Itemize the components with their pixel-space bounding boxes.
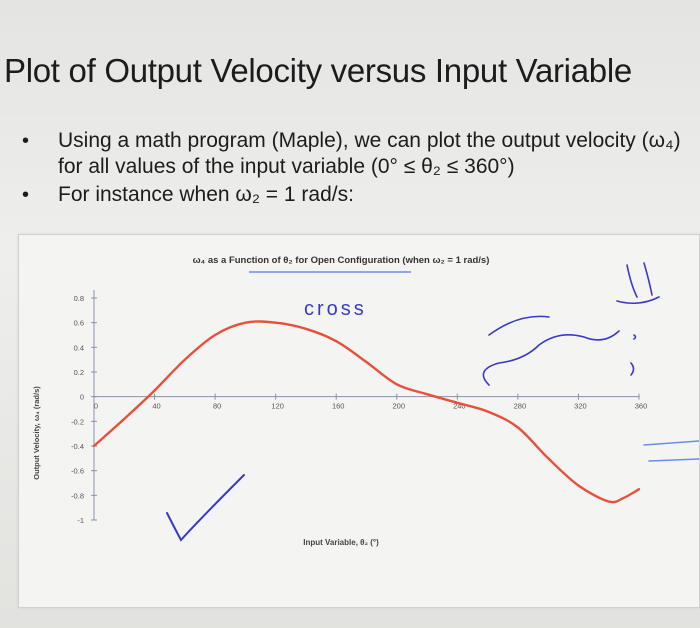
y-tick-label: -0.2 <box>71 417 84 426</box>
x-tick-label: 0 <box>94 402 98 411</box>
y-tick-label: 0 <box>80 393 84 402</box>
bullet-text: Using a math program (Maple), we can plo… <box>58 129 681 178</box>
slide-title: Plot of Output Velocity versus Input Var… <box>4 52 632 89</box>
y-axis-label: Output Velocity, ω₄ (rad/s) <box>32 386 41 480</box>
series-layer <box>92 320 641 504</box>
y-tick-label: 0.4 <box>74 343 84 352</box>
chart-panel: ω₄ as a Function of θ₂ for Open Configur… <box>18 234 700 608</box>
chart-title: ω₄ as a Function of θ₂ for Open Configur… <box>193 255 490 266</box>
bullet-item: • Using a math program (Maple), we can p… <box>22 128 692 180</box>
x-axis-label: Input Variable, θ₂ (°) <box>303 538 379 547</box>
y-tick-label: -0.8 <box>71 491 84 500</box>
x-tick-label: 360 <box>635 402 648 411</box>
x-tick-label: 200 <box>393 402 406 411</box>
chart-svg: ω₄ as a Function of θ₂ for Open Configur… <box>32 255 699 547</box>
handwritten-lines <box>643 440 699 462</box>
y-tick-label: 0.6 <box>74 319 84 328</box>
x-tick-label: 240 <box>453 402 466 411</box>
x-tick-label: 280 <box>514 402 527 411</box>
bullet-text: For instance when ω₂ = 1 rad/s: <box>58 183 354 206</box>
handwritten-checkmark <box>166 474 245 542</box>
handwritten-scribble <box>482 262 660 386</box>
y-tick-label: -0.6 <box>71 467 84 476</box>
y-tick-label: -0.4 <box>71 442 84 451</box>
x-tick-label: 80 <box>213 402 221 411</box>
y-tick-label: -1 <box>77 516 84 525</box>
x-axis: 0 40 80 120 160 200 240 280 320 360 <box>93 393 648 411</box>
bullet-item: • For instance when ω₂ = 1 rad/s: <box>22 182 692 208</box>
y-axis: 0.8 0.6 0.4 0.2 0 -0.2 -0.4 -0.6 -0.8 -1 <box>71 290 97 525</box>
series-line <box>92 320 641 504</box>
y-tick-label: 0.8 <box>74 294 84 303</box>
x-tick-label: 40 <box>152 402 160 411</box>
bullet-icon: • <box>22 130 30 152</box>
handwritten-word: cross <box>304 298 367 320</box>
y-tick-label: 0.2 <box>74 368 84 377</box>
x-tick-label: 160 <box>332 402 345 411</box>
bullet-list: • Using a math program (Maple), we can p… <box>22 128 692 210</box>
x-tick-label: 120 <box>271 402 284 411</box>
bullet-icon: • <box>22 184 30 206</box>
x-tick-label: 320 <box>574 402 587 411</box>
